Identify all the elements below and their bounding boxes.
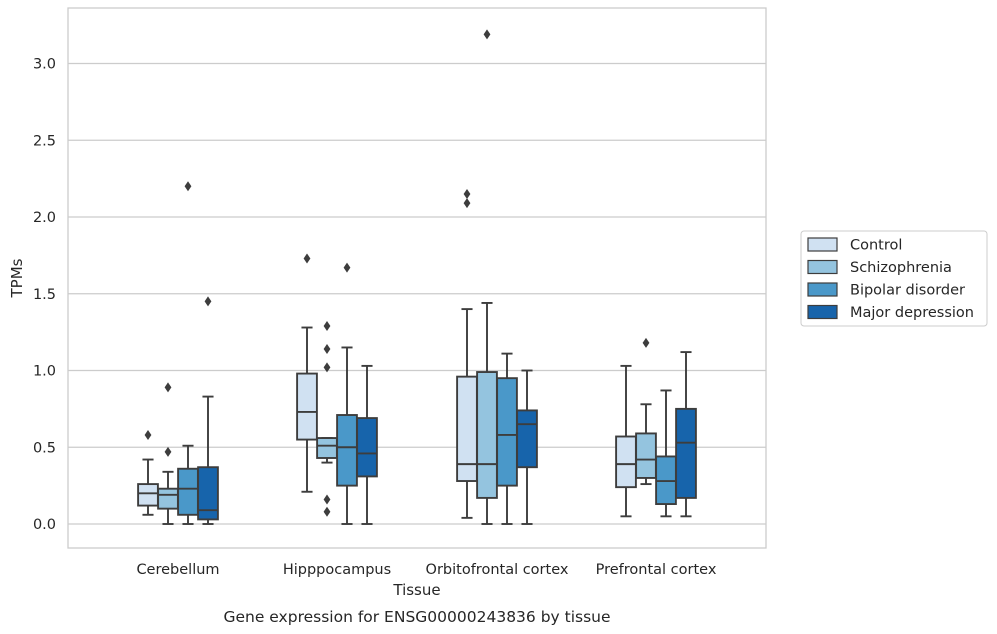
box-iqr: [356, 417, 378, 478]
box-bipolar-disorder: [655, 389, 677, 518]
box-iqr: [197, 466, 219, 521]
legend-label: Bipolar disorder: [850, 283, 965, 299]
x-tick-label: Cerebellum: [136, 562, 219, 578]
x-tick-label: Prefrontal cortex: [596, 562, 717, 578]
x-axis-ticks: Cerebellum Hipppocampus Orbitofrontal cort…: [136, 562, 716, 578]
x-axis-title: Tissue: [392, 581, 440, 599]
legend-swatch: [807, 282, 838, 297]
outlier-point: [463, 198, 471, 209]
legend-label: Schizophrenia: [850, 260, 952, 276]
legend-label: Major depression: [850, 305, 974, 321]
outlier-point: [323, 344, 331, 355]
box-iqr: [635, 432, 657, 479]
box-iqr: [336, 414, 358, 487]
box-bipolar-disorder: [336, 262, 358, 525]
legend-swatch: [807, 237, 838, 252]
chart-caption: Gene expression for ENSG00000243836 by t…: [223, 608, 610, 626]
box-bipolar-disorder: [496, 352, 518, 525]
y-tick-label: 0.5: [33, 440, 56, 456]
box-major-depression: [197, 296, 219, 525]
outlier-point: [303, 253, 311, 264]
outlier-point: [204, 296, 212, 307]
box-schizophrenia: [157, 382, 179, 525]
y-tick-label: 1.5: [33, 287, 56, 303]
y-axis-title: TPMs: [8, 258, 26, 298]
plot-frame: [67, 7, 767, 549]
box-control: [296, 253, 318, 493]
box-bipolar-disorder: [177, 181, 199, 525]
box-iqr: [316, 437, 338, 459]
outlier-point: [642, 337, 650, 348]
x-tick-label: Orbitofrontal cortex: [426, 562, 569, 578]
box-major-depression: [675, 351, 697, 518]
box-iqr: [157, 487, 179, 510]
box-iqr: [675, 407, 697, 499]
y-tick-label: 1.0: [33, 364, 56, 380]
outlier-point: [323, 506, 331, 517]
outlier-point: [343, 262, 351, 273]
y-tick-label: 3.0: [33, 57, 56, 73]
legend-label: Control: [850, 238, 902, 254]
box-iqr: [137, 483, 159, 507]
legend-swatch: [807, 259, 838, 275]
box-schizophrenia: [635, 337, 657, 486]
legend-frame: [800, 230, 988, 327]
y-tick-label: 2.0: [33, 210, 56, 226]
box-major-depression: [516, 369, 538, 525]
legend-swatch: [807, 304, 838, 320]
box-major-depression: [356, 364, 378, 525]
box-control: [615, 364, 637, 518]
box-plots: [137, 29, 697, 525]
outlier-point: [164, 382, 172, 393]
outlier-point: [463, 188, 471, 199]
box-iqr: [496, 377, 518, 487]
outlier-point: [144, 429, 152, 440]
outlier-point: [483, 29, 491, 40]
outlier-point: [323, 320, 331, 331]
outlier-point: [184, 181, 192, 192]
box-iqr: [516, 409, 538, 469]
box-iqr: [456, 375, 478, 482]
box-iqr: [177, 467, 199, 516]
box-schizophrenia: [316, 320, 338, 517]
y-tick-label: 2.5: [33, 133, 56, 149]
y-axis-ticks: 0.0 0.5 1.0 1.5 2.0 2.5 3.0: [33, 57, 56, 534]
outlier-point: [323, 362, 331, 373]
grid-lines: [68, 62, 766, 525]
x-tick-label: Hipppocampus: [283, 562, 391, 578]
box-iqr: [476, 371, 498, 499]
box-control: [456, 188, 478, 519]
outlier-point: [164, 446, 172, 457]
box-iqr: [296, 372, 318, 441]
box-control: [137, 429, 159, 516]
box-schizophrenia: [476, 29, 498, 525]
outlier-point: [323, 494, 331, 505]
legend: Control Schizophrenia Bipolar disorder Majo…: [800, 230, 988, 327]
y-tick-label: 0.0: [33, 517, 56, 533]
box-iqr: [615, 435, 637, 489]
